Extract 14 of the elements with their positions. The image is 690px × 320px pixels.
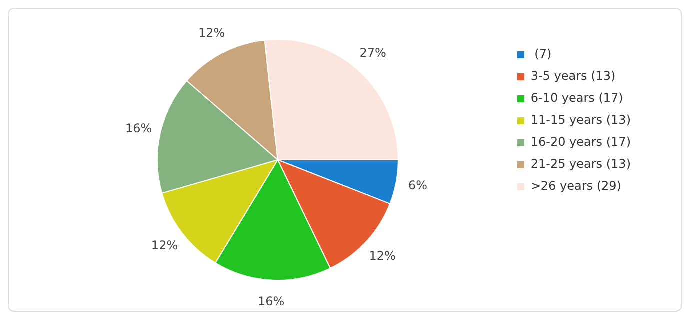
data-label: 27%	[360, 46, 386, 60]
legend-label: 16-20 years (17)	[530, 135, 631, 150]
legend-label: 3-5 years (13)	[530, 69, 616, 84]
legend-label: 6-10 years (17)	[530, 91, 624, 106]
data-label: 6%	[408, 178, 428, 193]
legend-label: >26 years (29)	[530, 179, 622, 194]
legend-label: 21-25 years (13)	[530, 157, 631, 172]
data-label: 16%	[125, 121, 152, 136]
data-label: 12%	[369, 248, 396, 263]
data-label: 16%	[258, 294, 285, 308]
legend-label: (7)	[530, 47, 552, 62]
legend-label: 11-15 years (13)	[530, 113, 631, 128]
data-label: 12%	[198, 26, 226, 40]
data-label: 12%	[151, 238, 178, 253]
